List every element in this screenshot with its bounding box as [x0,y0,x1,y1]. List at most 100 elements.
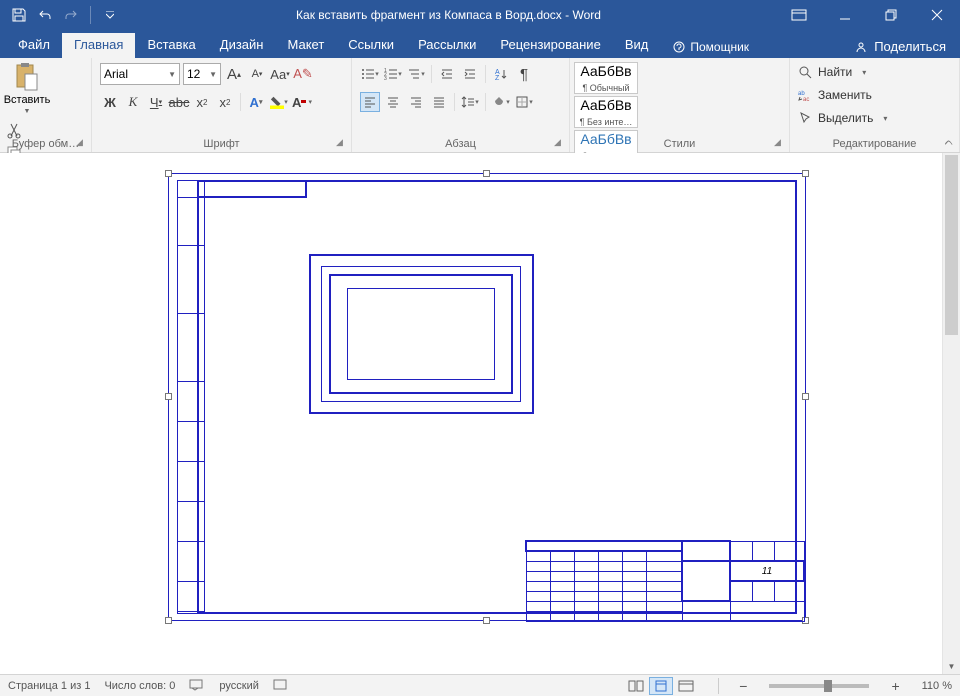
replace-button[interactable]: abac Заменить [798,85,951,105]
paragraph-launcher[interactable]: ◢ [554,137,566,149]
select-button[interactable]: Выделить▾ [798,108,951,128]
resize-handle[interactable] [802,393,809,400]
tab-insert[interactable]: Вставка [135,33,207,58]
subscript-button[interactable]: x2 [192,92,212,112]
paste-button[interactable]: Вставить ▼ [6,62,48,115]
print-layout-button[interactable] [649,677,673,695]
close-button[interactable] [914,0,960,30]
grow-font-button[interactable]: A▴ [224,64,244,84]
sort-button[interactable]: AZ [491,64,511,84]
tab-design[interactable]: Дизайн [208,33,276,58]
superscript-button[interactable]: x2 [215,92,235,112]
tab-review[interactable]: Рецензирование [488,33,612,58]
text-effects-button[interactable]: A▾ [246,92,266,112]
group-font: Arial▼ 12▼ A▴ A▾ Aa▾ A✎ Ж К Ч▾ abc x2 x2… [92,58,352,152]
resize-handle[interactable] [165,617,172,624]
find-button[interactable]: Найти▾ [798,62,951,82]
group-editing: Найти▾ abac Заменить Выделить▾ Редактиро… [790,58,960,152]
align-justify-button[interactable] [429,92,449,112]
spellcheck-icon[interactable] [189,677,205,694]
line-spacing-button[interactable]: ▾ [460,92,480,112]
bullets-button[interactable]: ▾ [360,64,380,84]
web-layout-button[interactable] [674,677,698,695]
styles-launcher[interactable]: ◢ [774,137,786,149]
tellme-box[interactable]: Помощник [668,36,753,58]
minimize-button[interactable] [822,0,868,30]
resize-handle[interactable] [483,170,490,177]
font-name-value: Arial [104,67,128,81]
resize-handle[interactable] [165,393,172,400]
redo-button[interactable] [60,4,82,26]
font-size-value: 12 [187,67,200,81]
resize-handle[interactable] [165,170,172,177]
clear-format-button[interactable]: A✎ [293,64,313,84]
scroll-down-icon[interactable]: ▼ [943,658,960,674]
page-1: 11 [18,163,918,663]
scroll-thumb[interactable] [945,155,958,335]
embedded-drawing[interactable]: 11 [168,173,806,621]
styles-label: Стили [570,138,789,150]
zoom-in-button[interactable]: + [891,678,899,694]
read-mode-button[interactable] [624,677,648,695]
change-case-button[interactable]: Aa▾ [270,64,290,84]
accessibility-icon[interactable] [273,677,287,694]
align-center-button[interactable] [383,92,403,112]
resize-handle[interactable] [802,170,809,177]
ribbon-options-button[interactable] [776,0,822,30]
restore-button[interactable] [868,0,914,30]
zoom-thumb[interactable] [824,680,832,692]
collapse-ribbon-button[interactable]: ᨈ [945,136,954,149]
zoom-level[interactable]: 110 % [922,680,952,692]
titlebar: Как вставить фрагмент из Компаса в Ворд.… [0,0,960,30]
document-area[interactable]: 11 [0,153,942,674]
align-left-button[interactable] [360,92,380,112]
numbering-button[interactable]: 123▾ [383,64,403,84]
drawing-side-column [177,180,205,612]
show-marks-button[interactable]: ¶ [514,64,534,84]
shrink-font-button[interactable]: A▾ [247,64,267,84]
borders-button[interactable]: ▾ [514,92,534,112]
drawing-top-box [197,180,307,198]
tab-mailings[interactable]: Рассылки [406,33,488,58]
align-right-button[interactable] [406,92,426,112]
separator [90,6,91,24]
language-indicator[interactable]: русский [219,680,258,692]
word-count[interactable]: Число слов: 0 [104,680,175,692]
qa-customize-button[interactable] [99,4,121,26]
style-nospacing[interactable]: АаБбВв ¶ Без инте… [574,96,638,128]
resize-handle[interactable] [483,617,490,624]
tab-home[interactable]: Главная [62,33,135,58]
decrease-indent-button[interactable] [437,64,457,84]
font-launcher[interactable]: ◢ [336,137,348,149]
italic-button[interactable]: К [123,92,143,112]
drawing-title-block: 11 [525,540,805,620]
bold-button[interactable]: Ж [100,92,120,112]
tab-view[interactable]: Вид [613,33,661,58]
clipboard-launcher[interactable]: ◢ [76,137,88,149]
tab-file[interactable]: Файл [6,33,62,58]
underline-button[interactable]: Ч▾ [146,92,166,112]
font-name-combo[interactable]: Arial▼ [100,63,180,85]
quick-access-toolbar [0,4,121,26]
shading-button[interactable]: ▾ [491,92,511,112]
zoom-slider[interactable] [769,684,869,688]
strike-button[interactable]: abc [169,92,189,112]
multilevel-button[interactable]: ▾ [406,64,426,84]
svg-text:3: 3 [384,76,387,81]
increase-indent-button[interactable] [460,64,480,84]
font-size-combo[interactable]: 12▼ [183,63,221,85]
undo-button[interactable] [34,4,56,26]
style-normal[interactable]: АаБбВв ¶ Обычный [574,62,638,94]
font-color-button[interactable]: A▾ [292,92,312,112]
save-button[interactable] [8,4,30,26]
ribbon: Вставить ▼ Буфер обм… ◢ Arial▼ 12▼ A▴ A▾… [0,58,960,153]
tab-layout[interactable]: Макет [275,33,336,58]
tab-references[interactable]: Ссылки [336,33,406,58]
zoom-out-button[interactable]: − [739,678,747,694]
vertical-scrollbar[interactable]: ▲ ▼ [942,153,960,674]
page-indicator[interactable]: Страница 1 из 1 [8,680,90,692]
highlight-button[interactable]: ▾ [269,92,289,112]
cut-button[interactable] [6,123,22,139]
share-button[interactable]: Поделиться [840,35,960,58]
tellme-label: Помощник [690,40,749,54]
